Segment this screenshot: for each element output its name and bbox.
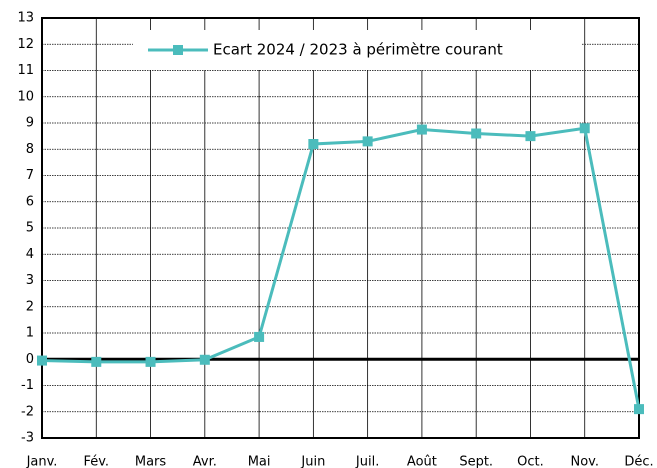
x-tick-label: Mai bbox=[248, 455, 271, 468]
point-marker bbox=[525, 131, 536, 142]
y-tick-label: 13 bbox=[17, 11, 34, 26]
y-tick-label: 3 bbox=[26, 273, 34, 288]
y-tick-label: 1 bbox=[26, 326, 34, 341]
point-marker bbox=[145, 356, 156, 367]
point-marker bbox=[254, 331, 265, 342]
y-tick-label: -3 bbox=[21, 431, 34, 446]
y-tick-label: 4 bbox=[26, 247, 34, 262]
x-tick-label: Avr. bbox=[193, 455, 217, 468]
series-line bbox=[41, 126, 641, 410]
point-marker bbox=[308, 139, 319, 149]
x-tick-label: Nov. bbox=[570, 455, 599, 468]
point-marker bbox=[362, 136, 373, 147]
y-tick-label: 7 bbox=[26, 168, 34, 183]
y-tick-label: 5 bbox=[26, 221, 34, 236]
y-tick-label: 8 bbox=[26, 142, 34, 157]
plot-frame bbox=[41, 17, 640, 439]
x-tick-label: Juin bbox=[300, 455, 325, 468]
x-tick-label: Janv. bbox=[26, 455, 58, 468]
y-tick-label: -2 bbox=[21, 404, 34, 419]
y-tick-label: 0 bbox=[26, 352, 34, 367]
y-tick-label: 10 bbox=[17, 89, 34, 104]
x-tick-label: Déc. bbox=[624, 455, 653, 468]
point-marker bbox=[471, 128, 482, 139]
x-tick-label: Juil. bbox=[355, 455, 379, 468]
x-tick-label: Sept. bbox=[459, 455, 493, 468]
y-tick-label: -1 bbox=[21, 378, 34, 393]
point-marker bbox=[37, 355, 47, 366]
point-marker bbox=[199, 354, 210, 365]
point-marker bbox=[416, 124, 427, 135]
y-tick-label: 11 bbox=[17, 63, 34, 78]
x-tick-label: Fév. bbox=[83, 455, 109, 468]
point-marker bbox=[579, 123, 590, 134]
y-tick-label: 2 bbox=[26, 299, 34, 314]
legend-label: Ecart 2024 / 2023 à périmètre courant bbox=[213, 41, 503, 59]
point-marker bbox=[634, 404, 644, 415]
x-tick-label: Août bbox=[407, 455, 437, 468]
x-tick-label: Oct. bbox=[517, 455, 544, 468]
y-tick-label: 6 bbox=[26, 194, 34, 209]
y-tick-label: 9 bbox=[26, 116, 34, 131]
x-tick-label: Mars bbox=[135, 455, 167, 468]
point-marker bbox=[91, 356, 102, 367]
legend-marker bbox=[173, 45, 183, 55]
y-tick-label: 12 bbox=[17, 37, 34, 52]
